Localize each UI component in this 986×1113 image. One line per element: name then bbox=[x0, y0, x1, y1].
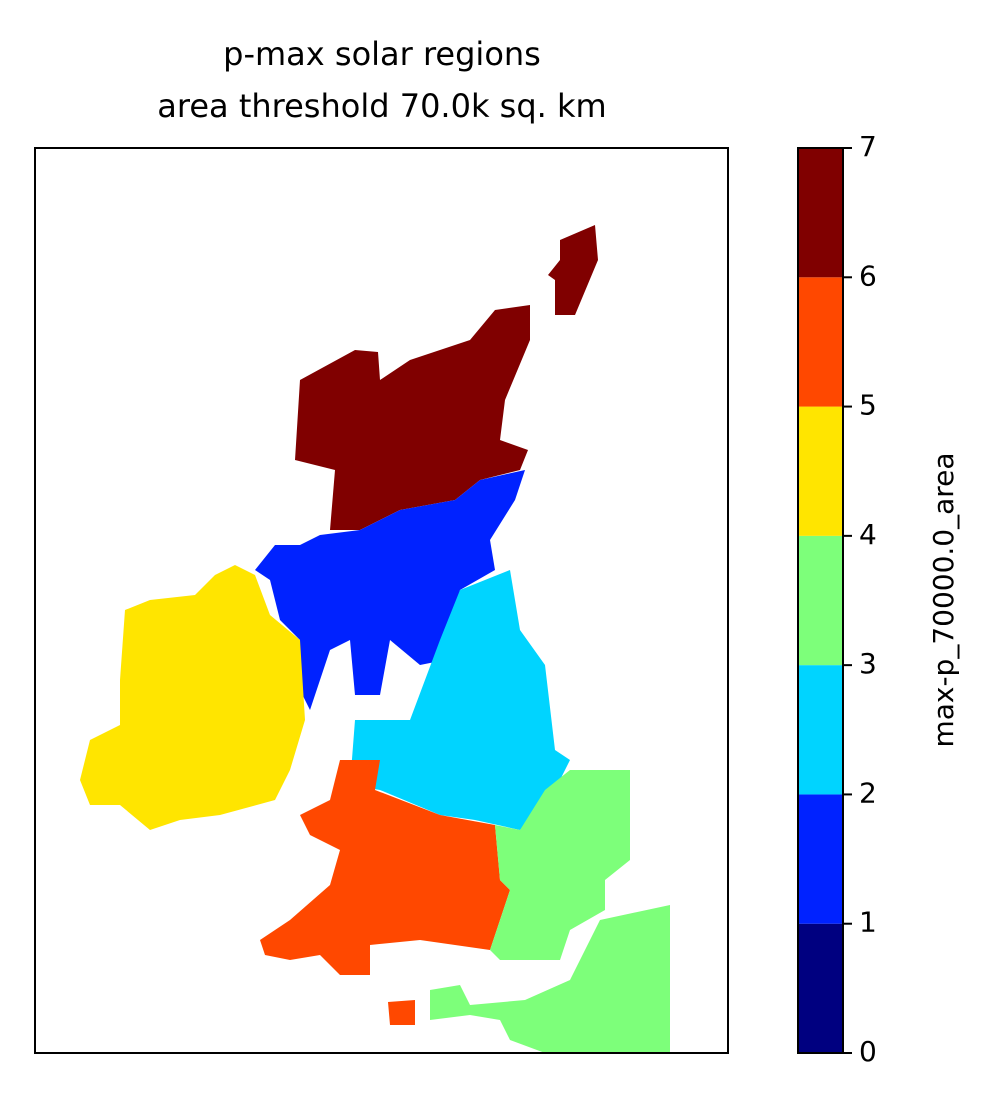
tick-label: 4 bbox=[859, 518, 877, 551]
region bbox=[388, 1000, 415, 1025]
tick-label: 1 bbox=[859, 906, 877, 939]
tick-label: 2 bbox=[859, 776, 877, 809]
colorbar-segment bbox=[798, 923, 843, 1053]
chart-title: area threshold 70.0k sq. km bbox=[157, 87, 606, 125]
colorbar-segment bbox=[798, 665, 843, 795]
region bbox=[430, 905, 670, 1053]
colorbar-segment bbox=[798, 277, 843, 407]
tick-label: 0 bbox=[859, 1035, 877, 1068]
region bbox=[255, 470, 525, 710]
map-regions bbox=[80, 225, 670, 1053]
region bbox=[80, 565, 305, 830]
colorbar-label: max-p_70000.0_area bbox=[927, 452, 960, 747]
tick-label: 6 bbox=[859, 259, 877, 292]
colorbar: 0 1 2 3 4 5 6 7 bbox=[797, 130, 877, 1068]
tick-label: 5 bbox=[859, 389, 877, 422]
chart-title: p-max solar regions bbox=[223, 35, 541, 73]
colorbar-frame bbox=[797, 147, 844, 1054]
region bbox=[260, 760, 510, 975]
colorbar-segment bbox=[798, 406, 843, 536]
tick-label: 3 bbox=[859, 647, 877, 680]
map-frame bbox=[34, 147, 729, 1054]
region bbox=[548, 225, 598, 315]
colorbar-segment bbox=[798, 148, 843, 278]
colorbar-segment bbox=[798, 535, 843, 666]
region bbox=[490, 770, 630, 960]
tick-label: 7 bbox=[859, 130, 877, 163]
colorbar-segment bbox=[798, 794, 843, 924]
region bbox=[295, 305, 530, 530]
region bbox=[350, 570, 570, 830]
